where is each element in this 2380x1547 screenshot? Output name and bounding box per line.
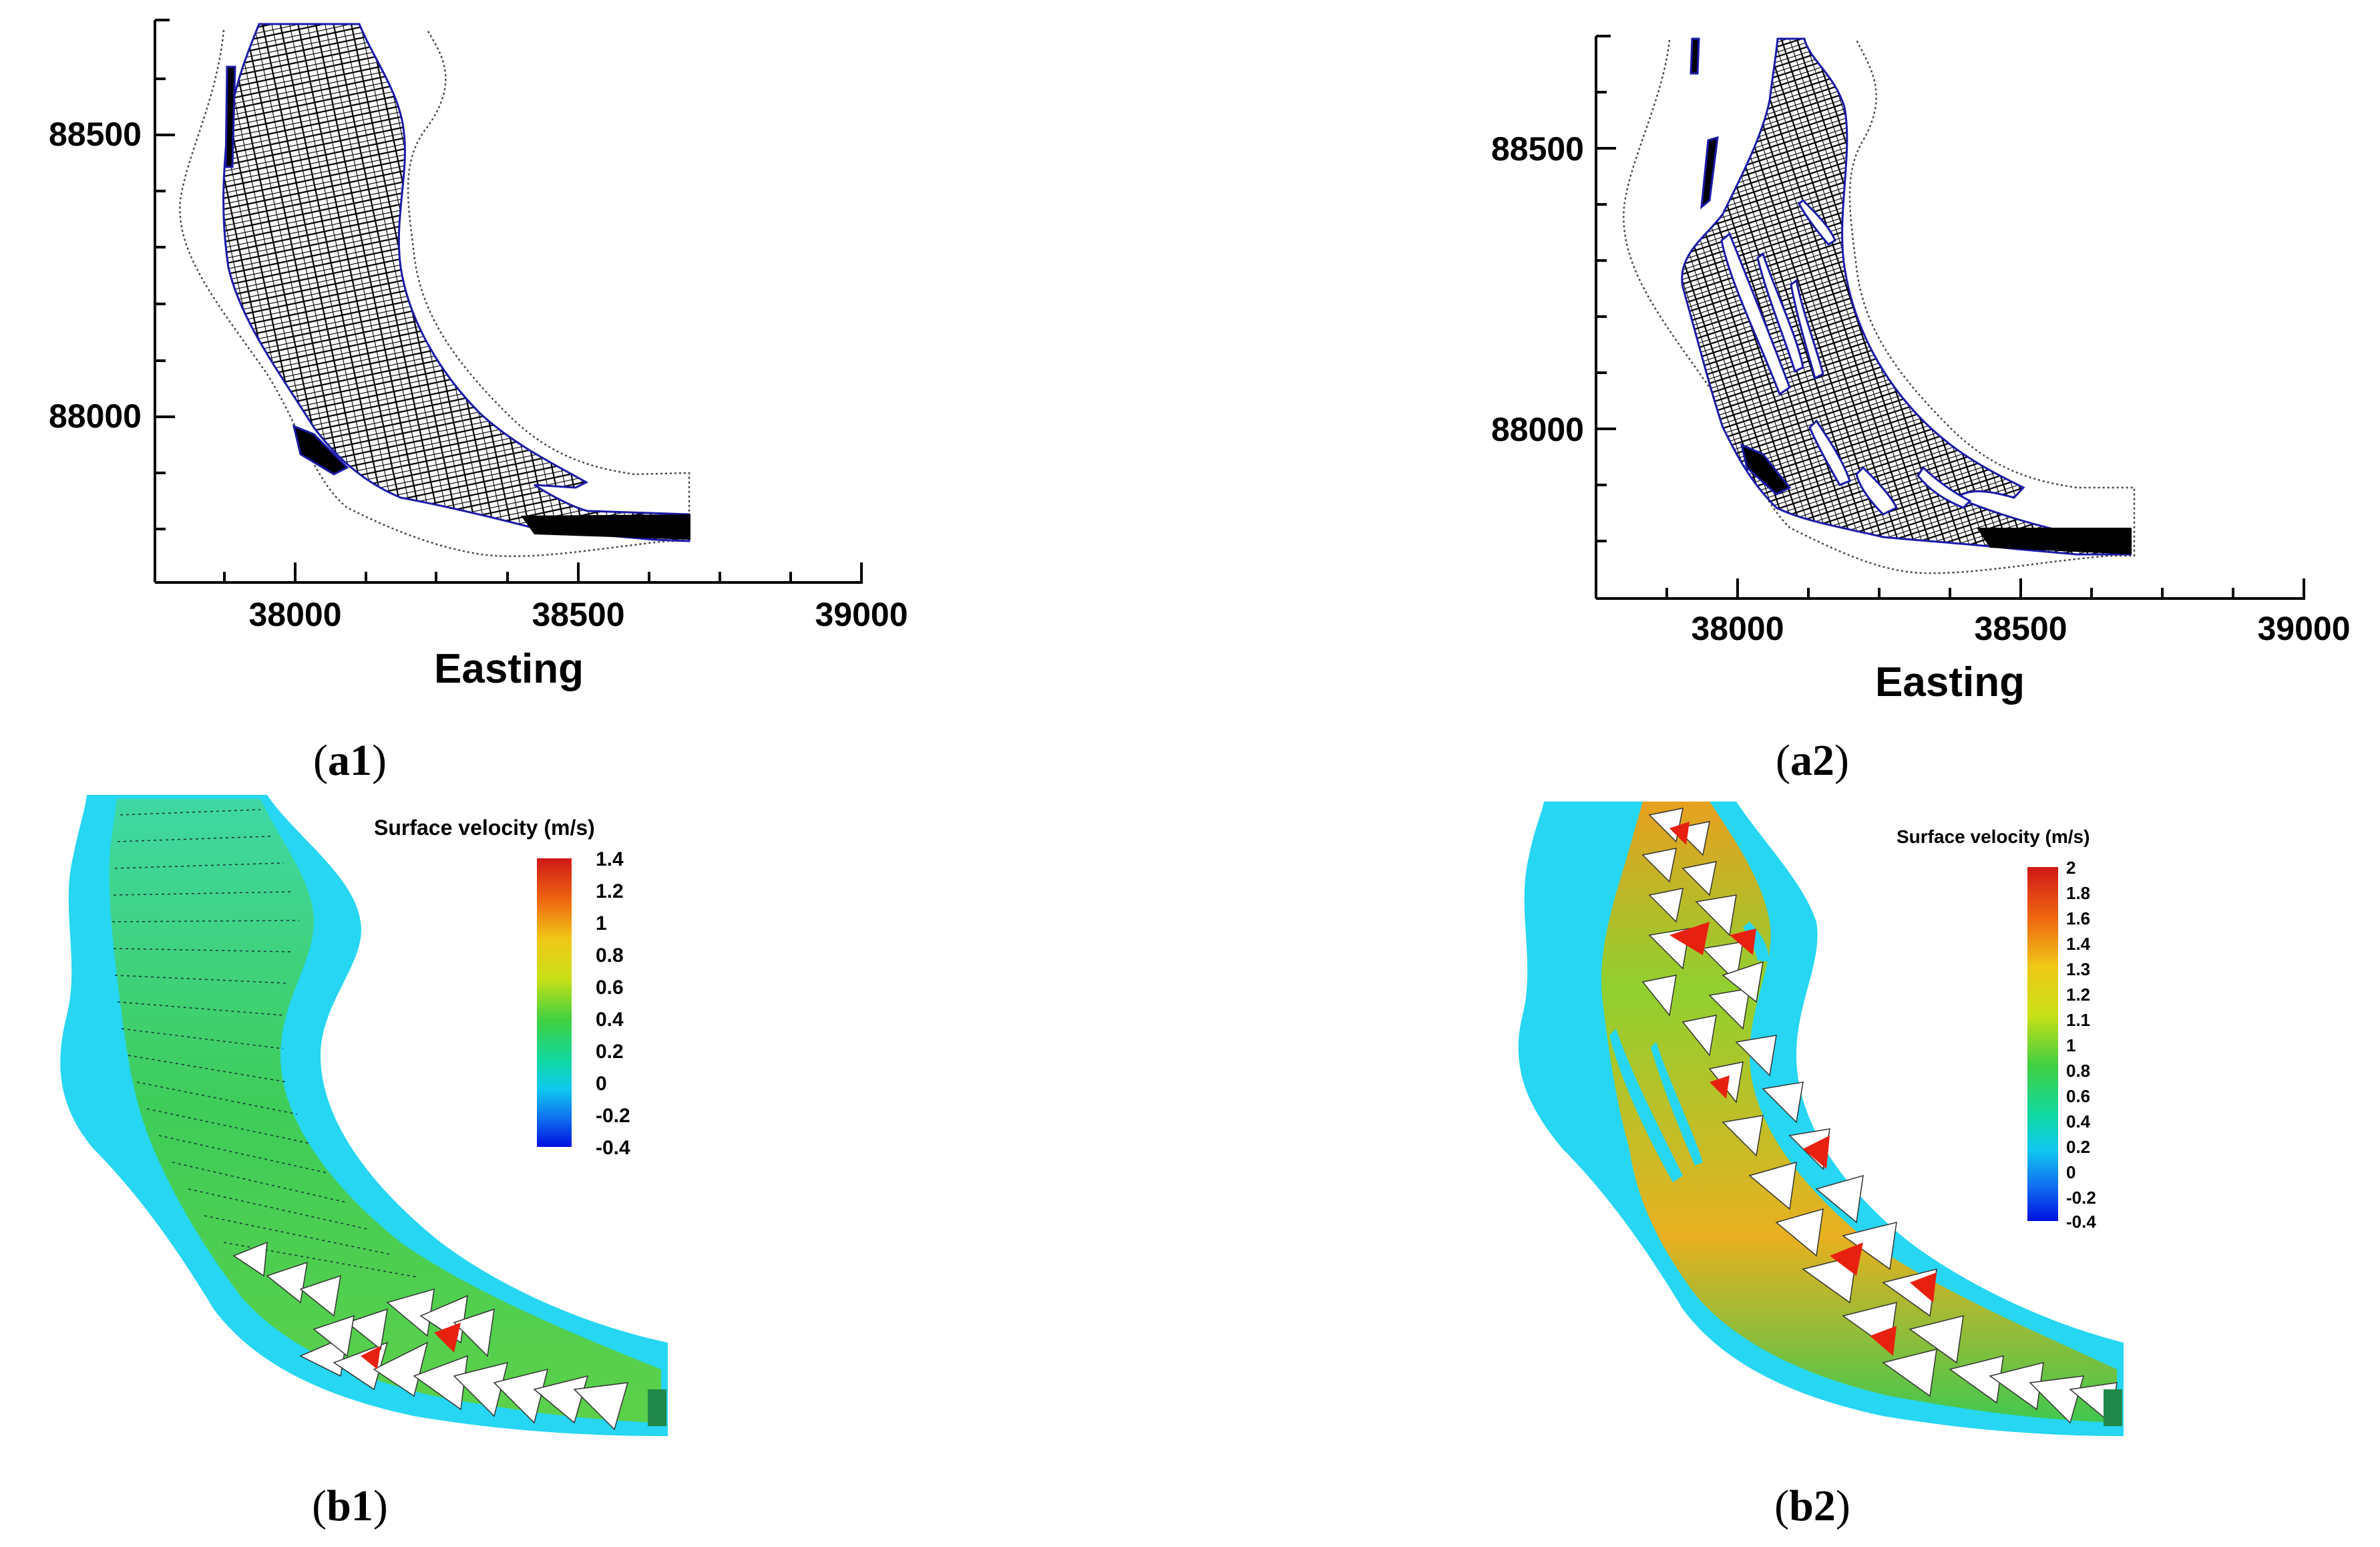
caption-label: b1 [327, 1482, 373, 1530]
x-tick-label: 38000 [248, 596, 341, 633]
high-velocity-spot [434, 1323, 461, 1353]
x-axis-label: Easting [434, 646, 584, 692]
x-tick-label: 38500 [532, 596, 624, 633]
high-velocity-spot [361, 1346, 381, 1369]
caption-label: a1 [328, 736, 372, 785]
legend-tick-label: 0 [596, 1073, 607, 1095]
legend: Surface velocity (m/s) 1.4 1.2 1 0.8 0.6… [374, 816, 630, 1159]
mesh-side-bar-lower [1740, 443, 1792, 496]
mesh-side-bar-lower [292, 424, 349, 476]
panel-a2: 88500 88000 38000 38500 39000 Easting (a… [1491, 35, 2351, 785]
velocity-arrows-cluster [1641, 808, 2118, 1424]
legend-tick-label: 0 [2066, 1162, 2075, 1182]
high-velocity-spots [1669, 822, 1937, 1356]
legend-tick-label: 1.3 [2066, 959, 2090, 979]
tick-marks [1596, 35, 2305, 598]
panel-a1: 88500 88000 38000 38500 39000 Easting (a… [49, 19, 908, 785]
legend-tick-label: 0.4 [596, 1009, 624, 1031]
x-tick-label: 38000 [1691, 610, 1784, 647]
tick-marks [155, 19, 863, 582]
caption-label: b2 [1789, 1482, 1836, 1530]
legend-tick-label: 0.2 [2066, 1137, 2090, 1157]
y-tick-label: 88000 [49, 397, 142, 435]
legend-tick-label: 1.4 [596, 848, 624, 870]
legend-tick-label: 1.2 [596, 880, 624, 902]
legend-tick-label: 0.2 [596, 1041, 624, 1063]
legend-tick-label: 0.8 [596, 944, 624, 967]
panel-b2: Surface velocity (m/s) 2 1.8 1.6 1.4 1.3… [1518, 802, 2124, 1530]
legend-ticks: 2 1.8 1.6 1.4 1.3 1.2 1.1 1 0.8 0.6 0.4 … [2066, 858, 2096, 1232]
legend-title: Surface velocity (m/s) [1897, 826, 2090, 847]
legend: Surface velocity (m/s) 2 1.8 1.6 1.4 1.3… [1897, 826, 2096, 1232]
velocity-arrows-cluster [232, 1241, 629, 1431]
mesh-side-bar-top [1690, 37, 1700, 75]
x-tick-label: 39000 [815, 596, 908, 633]
legend-tick-label: -0.2 [2066, 1188, 2096, 1208]
mesh-side-bar [1700, 136, 1719, 210]
legend-tick-label: 0.6 [596, 977, 624, 999]
legend-tick-label: 1.1 [2066, 1010, 2090, 1030]
legend-title: Surface velocity (m/s) [374, 816, 595, 840]
x-tick-label: 39000 [2257, 610, 2350, 647]
caption-label: a2 [1790, 736, 1834, 785]
caption-b1: (b1) [312, 1482, 388, 1530]
legend-tick-label: 1.6 [2066, 908, 2090, 928]
legend-tick-label: 1.8 [2066, 883, 2090, 903]
legend-tick-label: 0.6 [2066, 1086, 2090, 1106]
legend-tick-label: -0.4 [596, 1137, 630, 1159]
x-axis-label: Easting [1875, 659, 2025, 705]
mesh [222, 23, 690, 542]
y-tick-label: 88000 [1491, 411, 1584, 448]
velocity-vectors [112, 809, 418, 1278]
legend-tick-label: 1 [596, 912, 607, 934]
mesh-islands [1720, 198, 1972, 516]
legend-colorbar [2027, 867, 2058, 1221]
mesh-outlet [1977, 528, 2132, 554]
legend-tick-label: 1.2 [2066, 985, 2090, 1005]
river-flow-field [109, 799, 662, 1423]
panel-b1: Surface velocity (m/s) 1.4 1.2 1 0.8 0.6… [60, 795, 668, 1530]
legend-tick-label: 2 [2066, 858, 2075, 878]
legend-tick-label: -0.4 [2066, 1212, 2096, 1232]
caption-b2: (b2) [1774, 1482, 1850, 1530]
mesh-outlet [521, 514, 690, 540]
y-tick-label: 88500 [49, 116, 142, 153]
outlet-fill [2104, 1389, 2122, 1426]
legend-tick-label: 0.8 [2066, 1061, 2090, 1081]
legend-ticks: 1.4 1.2 1 0.8 0.6 0.4 0.2 0 -0.2 -0.4 [596, 848, 630, 1159]
legend-tick-label: 1 [2066, 1035, 2075, 1055]
legend-tick-label: 1.4 [2066, 934, 2091, 954]
mesh-side-bar [224, 65, 236, 168]
caption-a1: (a1) [313, 736, 387, 785]
x-tick-label: 38500 [1974, 610, 2067, 647]
bank-outline [1623, 39, 2136, 574]
legend-colorbar [537, 858, 572, 1147]
outlet-fill [648, 1389, 666, 1426]
y-tick-label: 88500 [1491, 130, 1584, 168]
bank-outline [179, 29, 690, 557]
legend-tick-label: -0.2 [596, 1105, 630, 1127]
legend-tick-label: 0.4 [2066, 1111, 2091, 1132]
caption-a2: (a2) [1776, 736, 1849, 785]
